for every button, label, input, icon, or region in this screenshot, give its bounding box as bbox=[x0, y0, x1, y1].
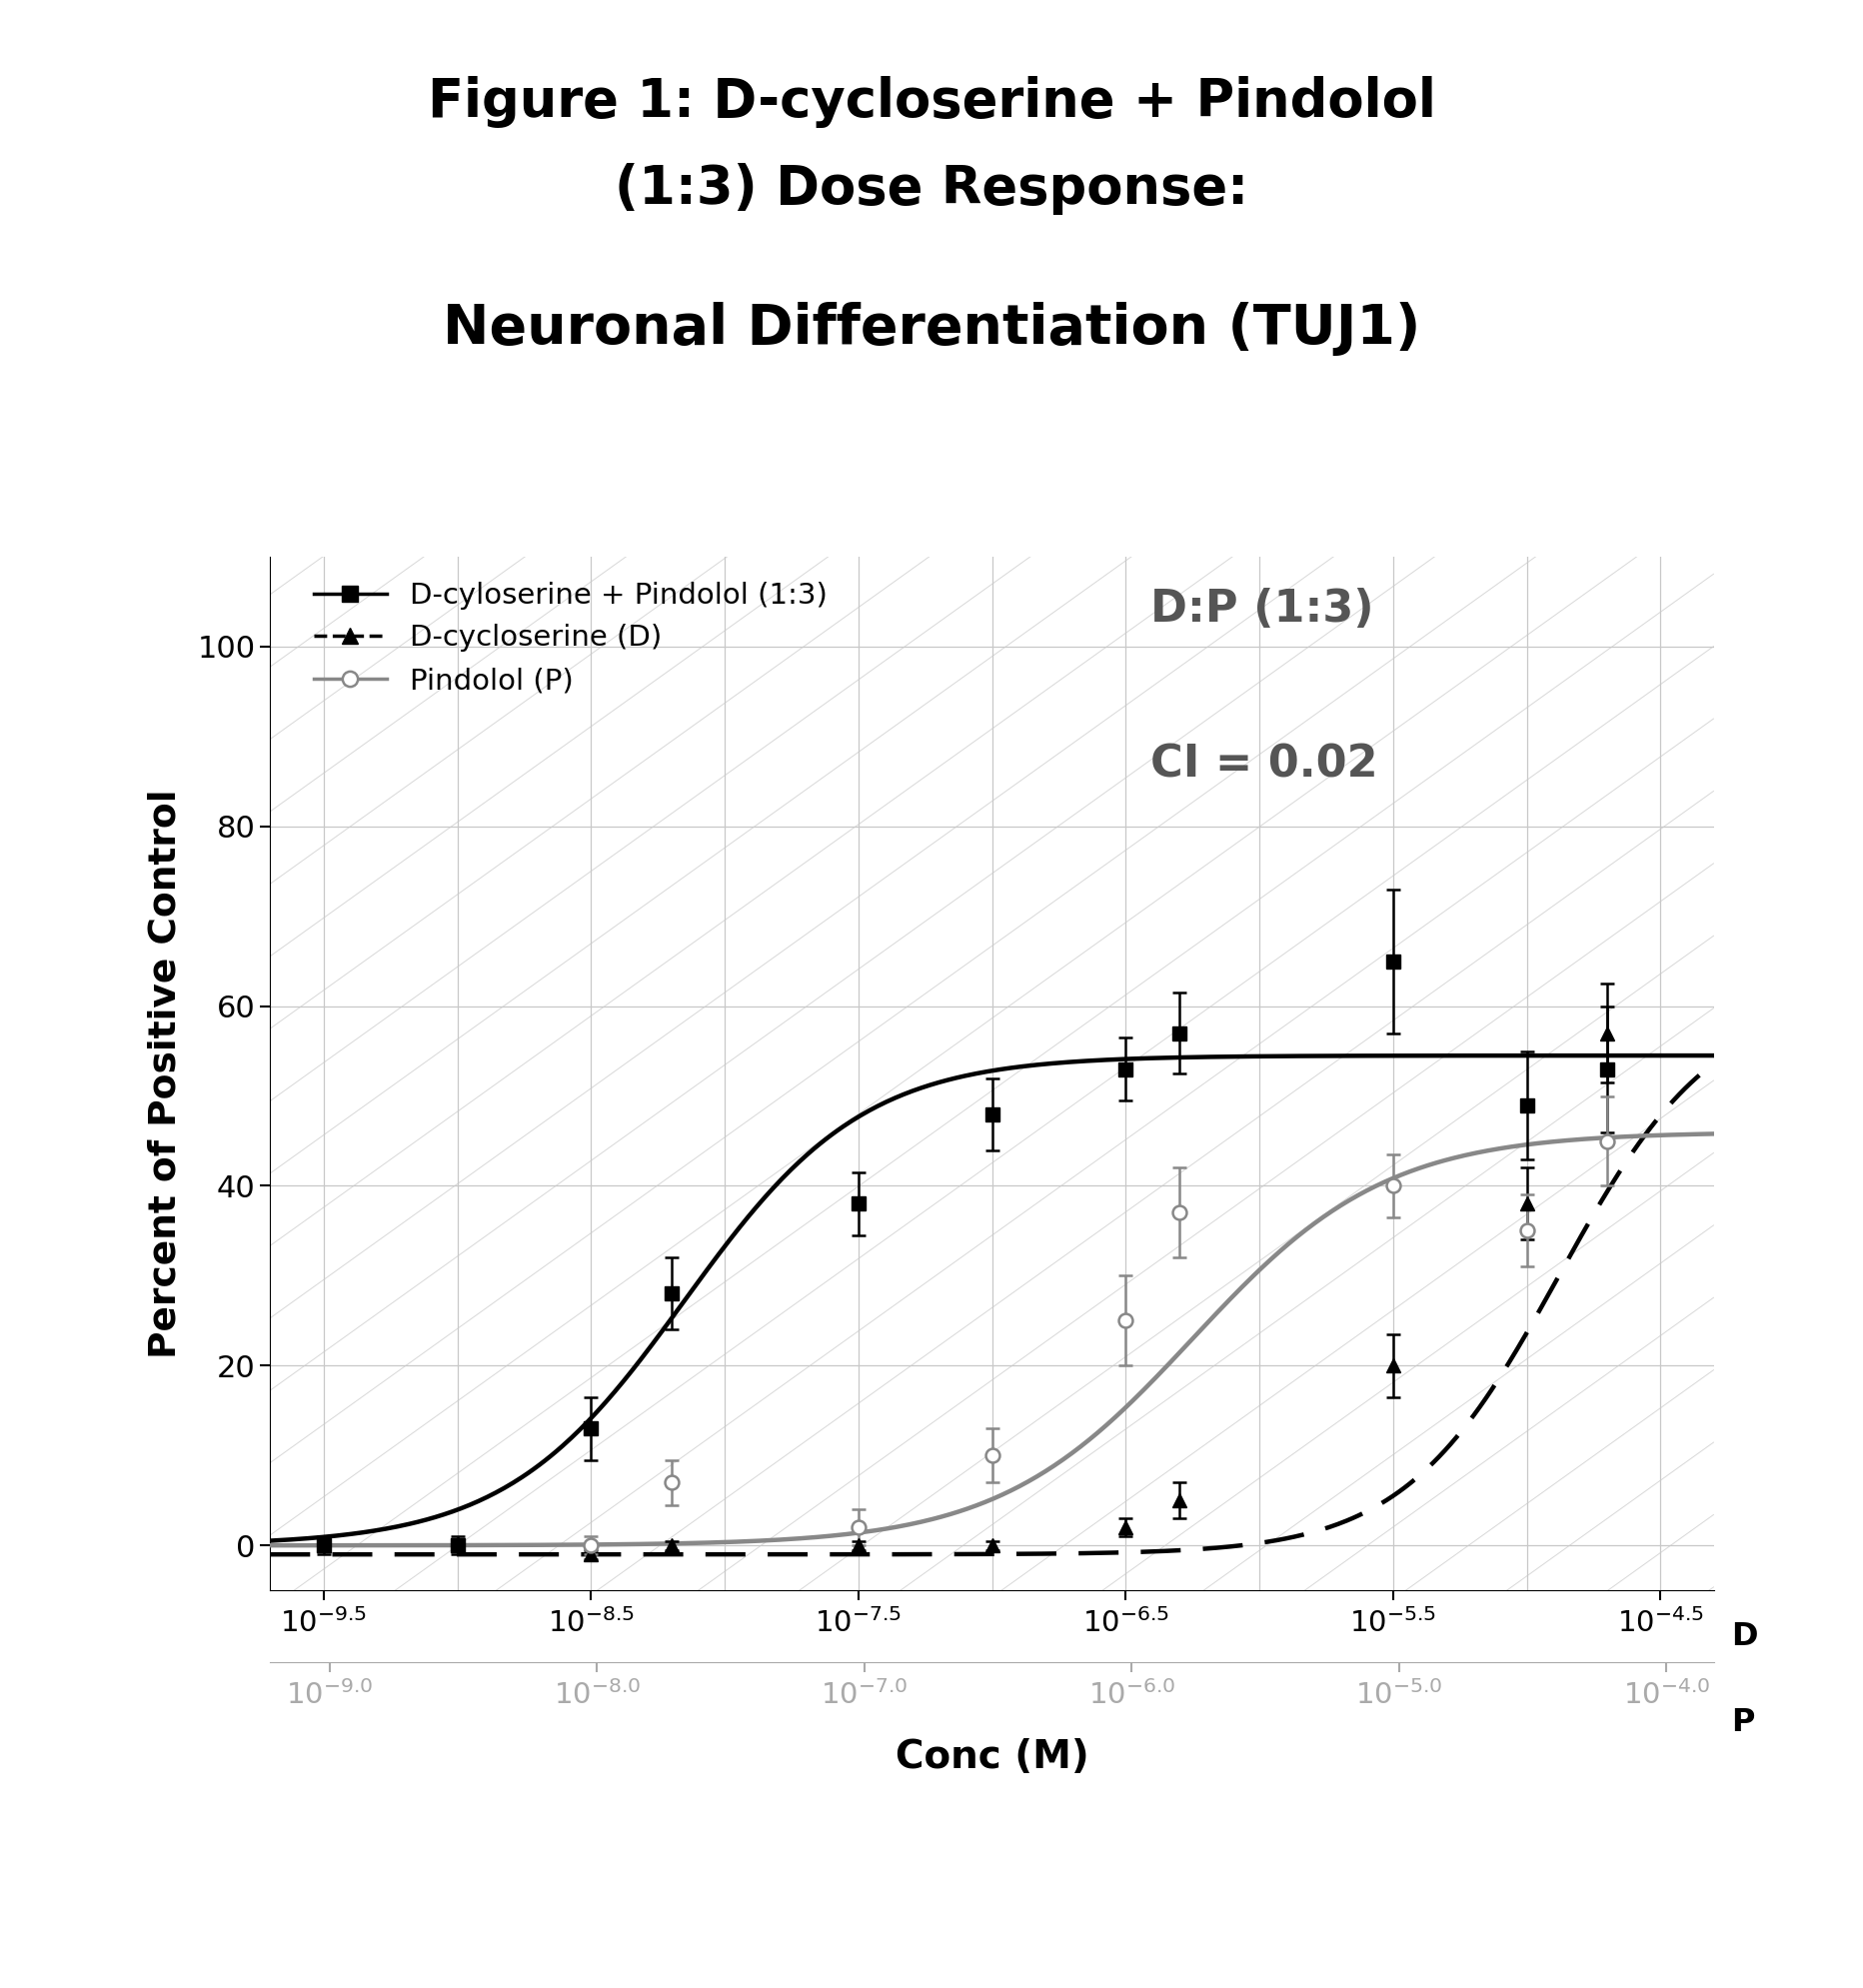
Text: P: P bbox=[1731, 1708, 1755, 1738]
X-axis label: Conc (M): Conc (M) bbox=[896, 1738, 1088, 1775]
Text: CI = 0.02: CI = 0.02 bbox=[1151, 744, 1379, 785]
Text: Figure 1: D-cycloserine + Pindolol: Figure 1: D-cycloserine + Pindolol bbox=[427, 76, 1436, 127]
Text: D:P (1:3): D:P (1:3) bbox=[1151, 588, 1375, 630]
Text: Neuronal Differentiation (TUJ1): Neuronal Differentiation (TUJ1) bbox=[443, 302, 1420, 356]
Text: (1:3) Dose Response:: (1:3) Dose Response: bbox=[615, 163, 1248, 215]
Y-axis label: Percent of Positive Control: Percent of Positive Control bbox=[147, 789, 184, 1358]
Legend: D-cyloserine + Pindolol (1:3), D-cycloserine (D), Pindolol (P): D-cyloserine + Pindolol (1:3), D-cyclose… bbox=[313, 582, 827, 694]
Text: D: D bbox=[1731, 1622, 1759, 1652]
